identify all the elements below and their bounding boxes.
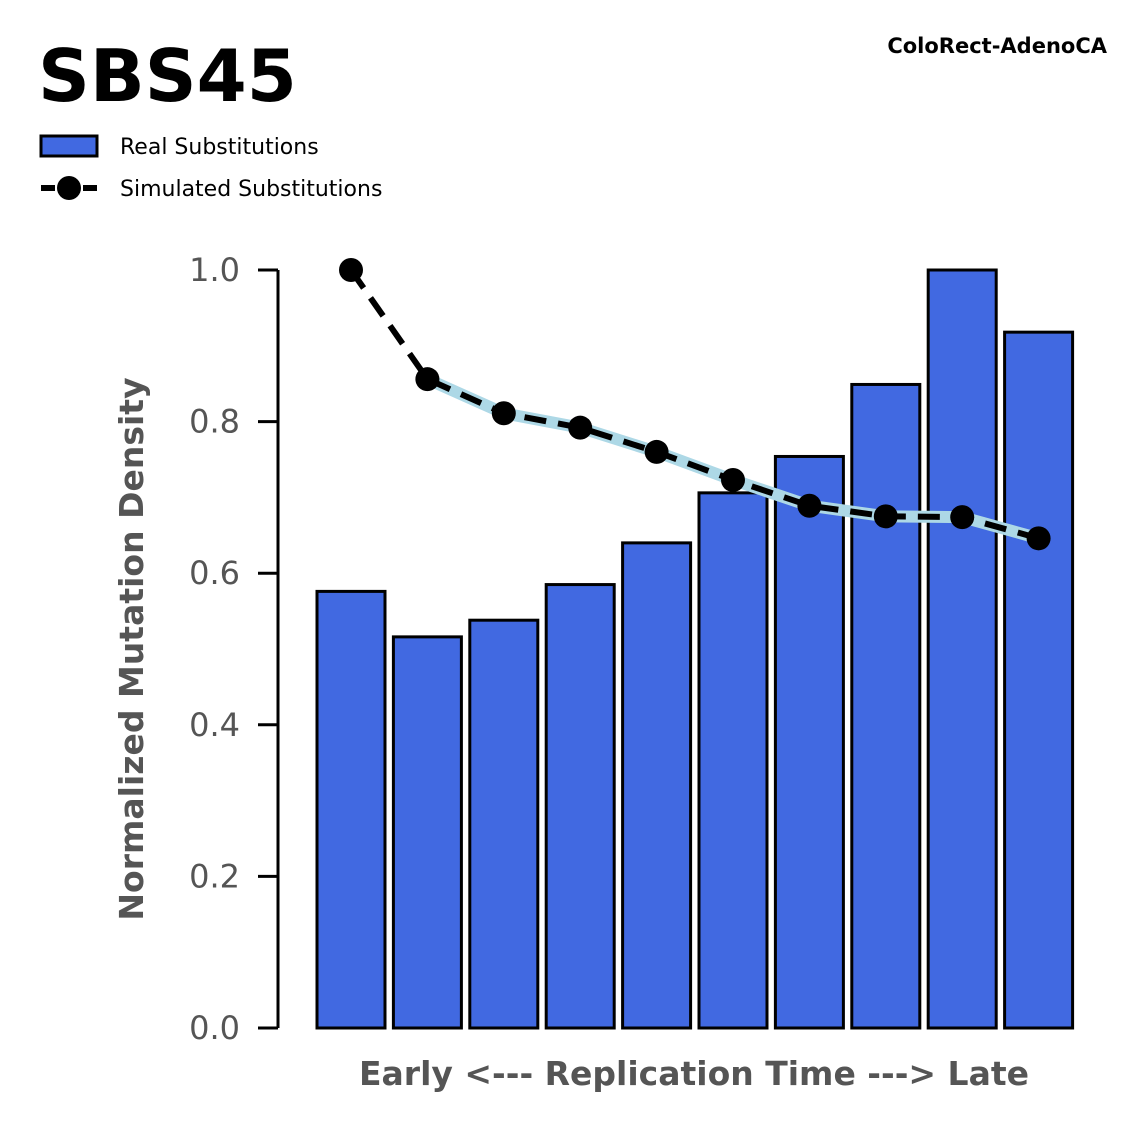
legend: Real Substitutions Simulated Substitutio… <box>39 134 382 202</box>
bar-real-10 <box>1003 330 1075 1030</box>
legend-label-simulated: Simulated Substitutions <box>120 177 382 202</box>
y-tick-label: 0.4 <box>189 706 240 744</box>
simulated-point-8 <box>873 504 898 529</box>
legend-marker-simulated <box>57 176 81 200</box>
bar-real-3 <box>468 618 540 1030</box>
y-axis: 0.0 0.2 0.4 0.6 0.8 1.0 <box>189 251 280 1047</box>
simulated-point-1 <box>339 258 363 282</box>
simulated-point-10 <box>1026 526 1051 551</box>
bar-real-9 <box>926 268 998 1030</box>
simulated-point-4 <box>568 415 593 440</box>
simulated-line <box>339 258 1051 551</box>
bar-real-8 <box>850 382 922 1030</box>
simulated-point-5 <box>644 439 669 464</box>
x-axis-label: Early <--- Replication Time ---> Late <box>359 1054 1029 1093</box>
simulated-line-path <box>348 268 1040 542</box>
y-tick-label: 0.8 <box>189 403 240 441</box>
y-tick-label: 0.6 <box>189 554 240 592</box>
simulated-point-7 <box>797 493 822 518</box>
simulated-point-2 <box>415 367 440 392</box>
simulated-point-3 <box>491 401 516 426</box>
plot-area: 0.0 0.2 0.4 0.6 0.8 1.0 <box>189 251 1075 1047</box>
bars <box>315 268 1075 1030</box>
y-tick-label: 0.0 <box>189 1009 240 1047</box>
y-tick-label: 1.0 <box>189 251 240 289</box>
bar-real-6 <box>697 491 769 1030</box>
bar-real-7 <box>773 454 845 1030</box>
y-axis-label: Normalized Mutation Density <box>112 377 151 920</box>
legend-label-real: Real Substitutions <box>120 135 319 160</box>
legend-swatch-real <box>39 134 99 158</box>
bar-real-5 <box>621 541 693 1030</box>
bar-real-2 <box>391 635 463 1030</box>
chart-title: SBS45 <box>38 34 297 118</box>
chart-subtitle: ColoRect-AdenoCA <box>887 34 1107 58</box>
bar-real-1 <box>315 589 387 1030</box>
simulated-point-9 <box>950 505 975 530</box>
y-tick-label: 0.2 <box>189 857 240 895</box>
bar-real-4 <box>544 583 616 1030</box>
simulated-point-6 <box>721 467 745 492</box>
